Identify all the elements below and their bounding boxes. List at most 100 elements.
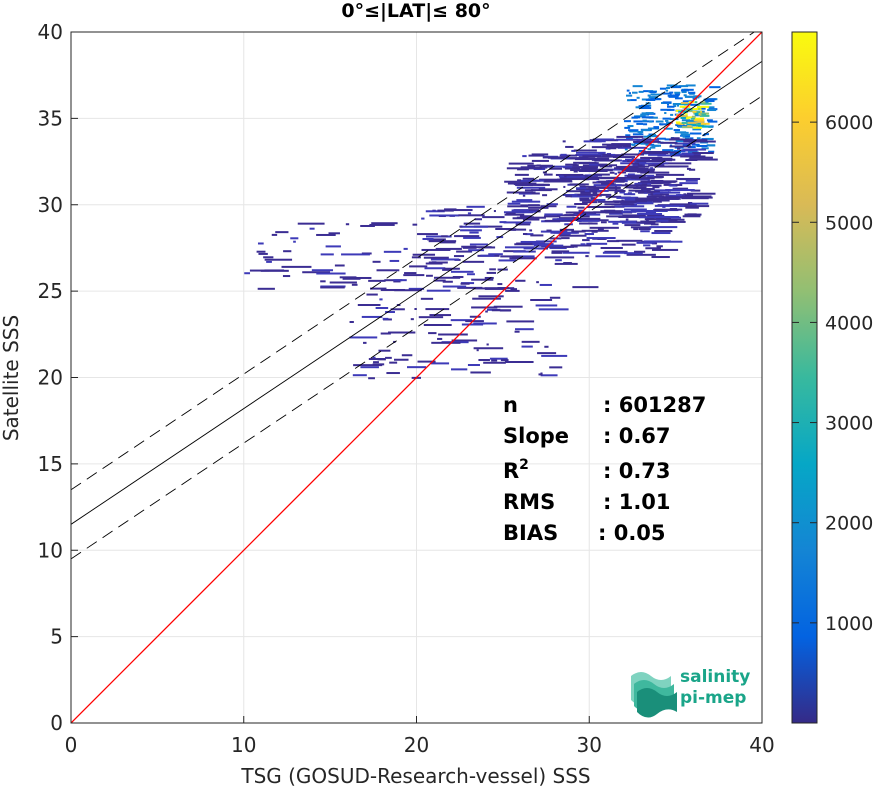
density-point — [640, 230, 650, 233]
density-point — [256, 250, 266, 253]
logo-text-line1: salinity — [680, 667, 750, 687]
density-point — [283, 250, 292, 253]
density-point — [561, 237, 570, 240]
density-point — [636, 241, 655, 244]
density-point — [629, 130, 638, 133]
density-point — [625, 186, 642, 189]
stat-value: : 0.73 — [603, 459, 671, 483]
density-point — [561, 178, 566, 181]
density-point — [282, 275, 291, 278]
density-point — [613, 167, 631, 170]
density-point — [349, 336, 378, 339]
density-point — [369, 223, 395, 226]
density-point — [615, 178, 627, 181]
density-point — [684, 95, 695, 98]
density-point — [697, 125, 705, 128]
density-point — [564, 223, 573, 226]
density-point — [624, 148, 628, 151]
stat-value: : 601287 — [603, 393, 706, 417]
density-point — [624, 208, 647, 211]
density-point — [682, 215, 701, 218]
density-point — [640, 156, 661, 159]
density-point — [576, 151, 606, 154]
density-point — [309, 227, 315, 230]
density-point — [614, 205, 645, 208]
density-point — [696, 137, 701, 140]
density-point — [507, 182, 537, 185]
line-regression — [71, 60, 762, 525]
density-point — [334, 264, 345, 267]
density-point — [626, 137, 633, 140]
density-point — [361, 315, 383, 318]
density-point — [463, 236, 481, 239]
stat-label: n — [503, 393, 518, 417]
density-point — [257, 287, 275, 290]
density-point — [562, 193, 578, 196]
density-point — [472, 297, 501, 300]
density-point — [605, 147, 610, 150]
density-point — [508, 162, 534, 165]
density-point — [668, 184, 678, 187]
y-tick-label: 40 — [38, 20, 63, 44]
density-point — [629, 165, 650, 168]
density-point — [657, 154, 682, 157]
density-point — [478, 359, 490, 362]
density-point — [473, 347, 504, 350]
y-tick-label: 35 — [38, 106, 63, 130]
density-point — [674, 93, 680, 96]
density-point — [633, 116, 640, 119]
density-point — [465, 320, 484, 323]
density-point — [621, 169, 629, 172]
density-point — [411, 256, 421, 259]
density-point — [696, 111, 701, 114]
density-point — [626, 175, 646, 178]
density-point — [654, 189, 670, 192]
density-point — [383, 250, 402, 253]
density-point — [674, 142, 696, 145]
density-point — [704, 100, 715, 103]
density-point — [680, 89, 690, 92]
density-point — [632, 133, 644, 136]
colorbar-tick-label: 4000 — [825, 312, 873, 334]
density-point — [707, 120, 718, 123]
density-point — [661, 92, 672, 95]
density-point — [701, 102, 712, 105]
stat-value: : 1.01 — [603, 490, 671, 514]
density-point — [593, 184, 622, 187]
density-point — [549, 366, 563, 369]
density-point — [704, 98, 716, 101]
density-point — [678, 122, 684, 125]
density-point — [627, 173, 635, 176]
density-point — [643, 90, 654, 93]
density-point — [506, 212, 516, 215]
density-point — [388, 331, 416, 334]
density-point — [598, 180, 625, 183]
density-point — [625, 158, 651, 161]
density-point — [603, 209, 616, 212]
density-point — [563, 262, 572, 265]
density-point — [609, 171, 615, 174]
density-point — [642, 120, 654, 123]
density-point — [559, 233, 571, 236]
density-point — [628, 167, 649, 170]
density-point — [697, 120, 705, 123]
density-point — [691, 143, 700, 146]
density-point — [586, 237, 616, 240]
density-point — [297, 222, 325, 225]
density-point — [582, 239, 590, 242]
density-point — [573, 149, 597, 152]
density-point — [368, 377, 375, 380]
density-point — [675, 140, 684, 143]
density-point — [585, 255, 589, 258]
density-point — [689, 202, 709, 205]
density-point — [654, 215, 680, 218]
density-point — [329, 281, 357, 284]
density-point — [430, 362, 450, 365]
density-point — [614, 172, 617, 175]
density-point — [514, 173, 529, 176]
density-point — [412, 253, 436, 256]
density-point — [579, 197, 590, 200]
density-point — [462, 246, 477, 249]
density-point — [543, 215, 561, 218]
density-point — [565, 145, 574, 148]
